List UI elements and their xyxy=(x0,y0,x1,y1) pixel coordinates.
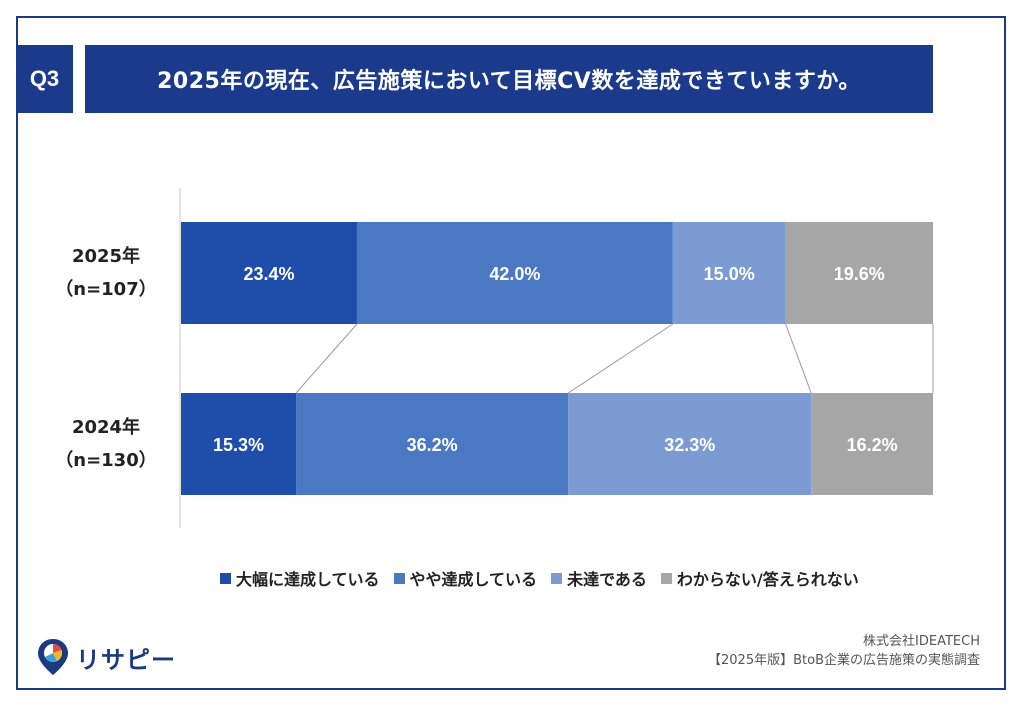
bar-segment xyxy=(356,222,673,324)
source-survey: 【2025年版】BtoB企業の広告施策の実態調査 xyxy=(708,653,980,668)
connector-line xyxy=(785,323,812,394)
data-label: 42.0% xyxy=(489,264,540,284)
legend-label: 未達である xyxy=(567,570,647,589)
bar-segment xyxy=(811,393,933,495)
bar-segment xyxy=(296,393,569,495)
bar-segment xyxy=(785,222,933,324)
pin-logo-icon xyxy=(38,639,68,675)
bar-segment xyxy=(672,222,786,324)
bar-segment xyxy=(181,222,357,324)
legend-swatch xyxy=(220,572,231,584)
data-label: 16.2% xyxy=(847,435,898,455)
legend-label: 大幅に達成している xyxy=(236,570,380,589)
category-sample-size: （n=130） xyxy=(55,450,156,471)
bar-segment xyxy=(568,393,812,495)
logo-text: リサピー xyxy=(76,645,176,674)
data-label: 19.6% xyxy=(834,264,885,284)
legend-swatch xyxy=(660,572,672,584)
chart-legend: 大幅に達成している やや達成している 未達である わからない/答えられない xyxy=(220,566,859,590)
legend-item: 未達である xyxy=(551,566,647,590)
legend-item: わからない/答えられない xyxy=(660,566,859,590)
question-title: 2025年の現在、広告施策において目標CV数を達成できていますか。 xyxy=(85,45,933,113)
legend-item: やや達成している xyxy=(393,566,538,590)
data-label: 23.4% xyxy=(243,264,294,284)
category-label: 2024年 xyxy=(72,416,140,438)
data-label: 15.3% xyxy=(213,435,264,455)
source-company: 株式会社IDEATECH xyxy=(863,634,980,649)
connector-line xyxy=(568,323,674,394)
category-sample-size: （n=107） xyxy=(55,279,156,300)
legend-swatch xyxy=(393,572,405,584)
legend-item: 大幅に達成している xyxy=(220,566,380,590)
legend-swatch xyxy=(551,572,563,584)
brand-logo: リサピー xyxy=(36,637,176,677)
data-label: 15.0% xyxy=(704,264,755,284)
connector-line xyxy=(295,323,358,394)
legend-label: やや達成している xyxy=(409,570,538,589)
source-credit: 株式会社IDEATECH 【2025年版】BtoB企業の広告施策の実態調査 xyxy=(708,632,980,670)
category-label: 2025年 xyxy=(72,245,140,267)
legend-label: わからない/答えられない xyxy=(676,570,859,589)
outer-frame xyxy=(16,16,1006,690)
bar-segment xyxy=(181,393,297,495)
data-label: 36.2% xyxy=(407,435,458,455)
data-label: 32.3% xyxy=(664,435,715,455)
question-badge: Q3 xyxy=(16,45,73,113)
